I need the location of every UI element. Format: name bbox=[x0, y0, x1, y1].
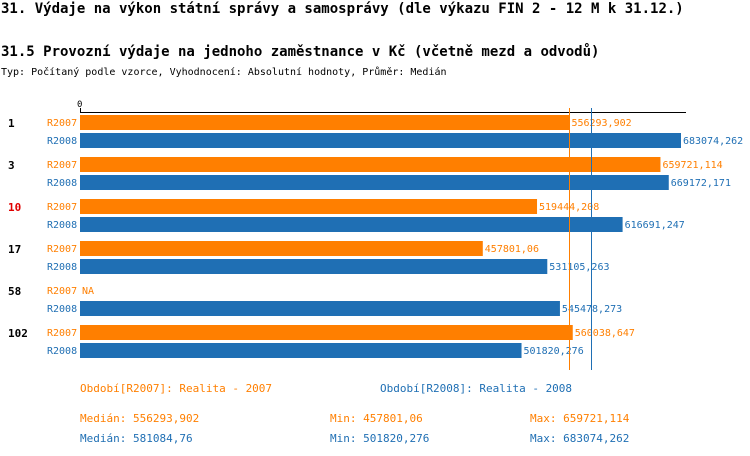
group-label: 58 bbox=[8, 285, 21, 298]
series-label: R2008 bbox=[47, 136, 77, 147]
stat-median-r2008: Medián: 581084,76 bbox=[80, 432, 193, 445]
group-label: 17 bbox=[8, 243, 21, 256]
bar bbox=[80, 325, 573, 340]
bar bbox=[80, 133, 681, 148]
bar-value-label: NA bbox=[82, 286, 94, 297]
series-label: R2007 bbox=[47, 244, 77, 255]
series-label: R2008 bbox=[47, 178, 77, 189]
bar-value-label: 560038,647 bbox=[575, 328, 635, 339]
stat-max-r2007: Max: 659721,114 bbox=[530, 412, 630, 425]
bar-value-label: 616691,247 bbox=[625, 220, 685, 231]
bar-value-label: 531105,263 bbox=[549, 262, 609, 273]
series-label: R2007 bbox=[47, 328, 77, 339]
bar bbox=[80, 301, 560, 316]
page-title: 31. Výdaje na výkon státní správy a samo… bbox=[1, 1, 684, 17]
legend-r2008: Období[R2008]: Realita - 2008 bbox=[380, 382, 573, 395]
x-axis-zero-label: 0 bbox=[77, 100, 82, 110]
bar-value-label: 659721,114 bbox=[662, 160, 722, 171]
series-label: R2007 bbox=[47, 202, 77, 213]
group-label: 102 bbox=[8, 327, 28, 340]
series-label: R2008 bbox=[47, 262, 77, 273]
group-label: 10 bbox=[8, 201, 21, 214]
bar-value-label: 501820,276 bbox=[524, 346, 584, 357]
bar bbox=[80, 157, 661, 172]
series-label: R2008 bbox=[47, 220, 77, 231]
bar-value-label: 683074,262 bbox=[683, 136, 743, 147]
series-label: R2007 bbox=[47, 160, 77, 171]
stat-min-r2008: Min: 501820,276 bbox=[330, 432, 430, 445]
series-label: R2008 bbox=[47, 346, 77, 357]
chart-info: Typ: Počítaný podle vzorce, Vyhodnocení:… bbox=[1, 67, 447, 78]
bar-value-label: 556293,902 bbox=[571, 118, 631, 129]
bar bbox=[80, 217, 623, 232]
bar bbox=[80, 175, 669, 190]
bar bbox=[80, 241, 483, 256]
stat-min-r2007: Min: 457801,06 bbox=[330, 412, 423, 425]
chart-title: 31.5 Provozní výdaje na jednoho zaměstna… bbox=[1, 44, 600, 60]
bar bbox=[80, 259, 548, 274]
bar bbox=[80, 343, 522, 358]
bar-value-label: 545478,273 bbox=[562, 304, 622, 315]
stat-median-r2007: Medián: 556293,902 bbox=[80, 412, 200, 425]
group-label: 1 bbox=[8, 117, 15, 130]
series-label: R2008 bbox=[47, 304, 77, 315]
bar bbox=[80, 199, 538, 214]
legend-r2007: Období[R2007]: Realita - 2007 bbox=[80, 382, 273, 395]
series-label: R2007 bbox=[47, 118, 77, 129]
bar bbox=[80, 115, 570, 130]
bar-value-label: 669172,171 bbox=[671, 178, 731, 189]
bar-value-label: 457801,06 bbox=[485, 244, 539, 255]
group-label: 3 bbox=[8, 159, 15, 172]
series-label: R2007 bbox=[47, 286, 77, 297]
stat-max-r2008: Max: 683074,262 bbox=[530, 432, 630, 445]
